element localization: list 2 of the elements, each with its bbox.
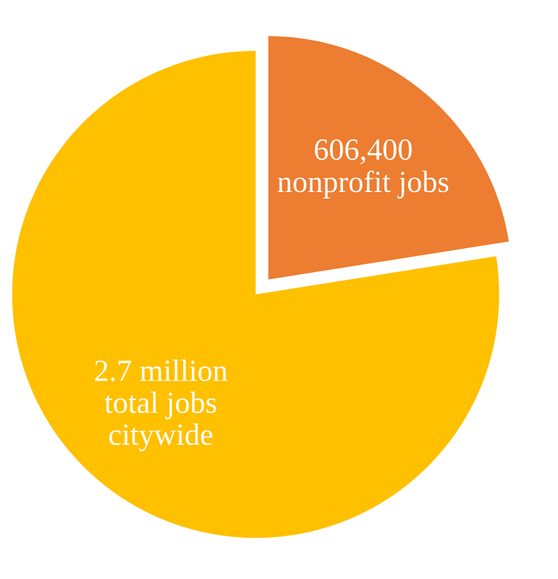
slice-label: 2.7 million total jobs citywide: [95, 360, 228, 452]
slice-label: 606,400 nonprofit jobs: [278, 139, 448, 198]
